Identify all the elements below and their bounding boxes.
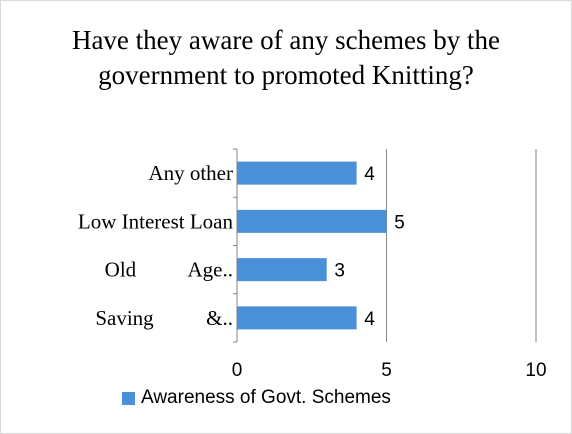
bar-2 — [237, 258, 327, 282]
x-tick-label-2: 10 — [525, 360, 546, 381]
category-label-3: Saving &.. — [95, 306, 233, 330]
legend-label: Awareness of Govt. Schemes — [141, 387, 391, 408]
category-label-1: Low Interest Loan — [78, 209, 234, 233]
x-tick-label-0: 0 — [232, 360, 243, 381]
x-tick-label-1: 5 — [381, 360, 392, 381]
bar-1 — [237, 209, 387, 233]
bar-0 — [237, 161, 357, 185]
data-label-3: 4 — [364, 309, 375, 330]
data-label-0: 4 — [364, 164, 375, 185]
legend-swatch — [122, 391, 135, 405]
data-label-1: 5 — [394, 212, 405, 233]
legend: Awareness of Govt. Schemes — [122, 387, 391, 409]
chart-title: Have they aware of any schemes by the go… — [71, 25, 501, 90]
bar-3 — [237, 306, 357, 330]
category-label-0: Any other — [148, 161, 233, 185]
data-label-2: 3 — [334, 261, 345, 282]
category-label-2: Old Age.. — [105, 258, 233, 282]
